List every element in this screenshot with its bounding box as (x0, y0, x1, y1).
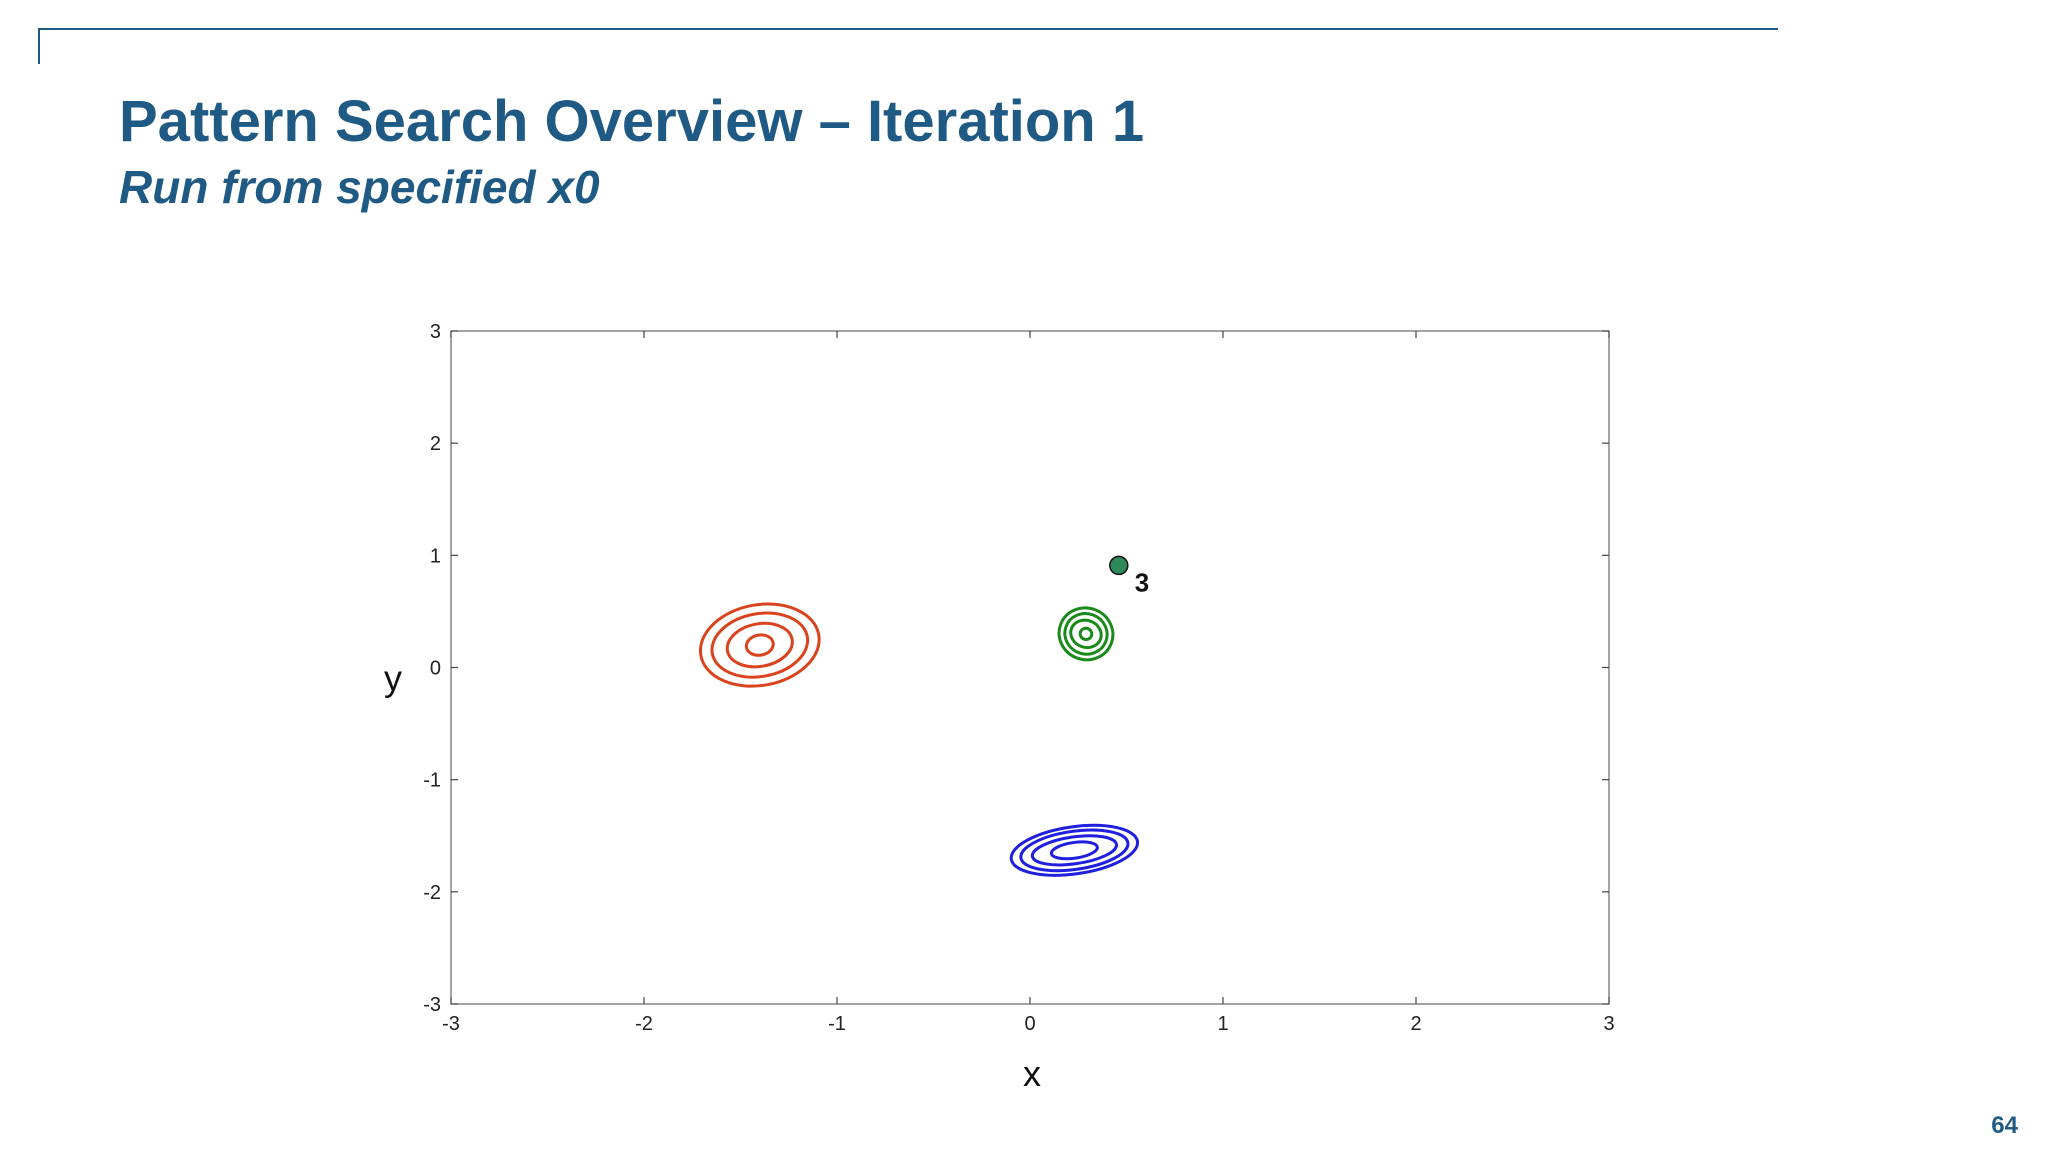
x-tick-label: 3 (1603, 1013, 1614, 1035)
contour-ring (725, 621, 794, 669)
header-rule-tick (38, 28, 40, 64)
slide-subtitle: Run from specified x0 (119, 161, 600, 213)
y-axis-label: y (384, 658, 402, 699)
point-label: 3 (1135, 567, 1149, 597)
y-tick-label: 1 (430, 545, 441, 567)
x-tick-label: 2 (1410, 1013, 1421, 1035)
contour-ring (1069, 618, 1103, 650)
header-rule (38, 28, 1778, 30)
y-tick-label: -3 (423, 994, 441, 1016)
x-tick-label: 1 (1217, 1013, 1228, 1035)
page-number: 64 (1991, 1112, 2018, 1139)
x-tick-label: 0 (1024, 1013, 1035, 1035)
contour-ring (1078, 626, 1094, 641)
contour-ring (1009, 823, 1140, 877)
contour-ring (1063, 612, 1109, 656)
contour-ring (698, 602, 821, 688)
contour-ring (1049, 840, 1099, 861)
contour-ring (744, 633, 775, 657)
contour-ring (1057, 606, 1115, 662)
slide-title: Pattern Search Overview – Iteration 1 (119, 89, 1145, 154)
current-point-marker (1109, 555, 1129, 576)
y-tick-label: 0 (430, 658, 441, 680)
x-axis-label: x (1023, 1053, 1041, 1094)
y-tick-label: -2 (423, 882, 441, 904)
y-tick-label: 2 (430, 433, 441, 455)
contour-ring (1030, 834, 1118, 867)
y-tick-label: 3 (430, 321, 441, 343)
y-tick-label: -1 (423, 770, 441, 792)
contour-ring (1019, 828, 1130, 873)
plot-area-frame (450, 330, 1610, 1005)
x-tick-label: -3 (442, 1013, 460, 1035)
contour-ring (710, 611, 810, 679)
x-tick-label: -1 (828, 1013, 846, 1035)
x-tick-label: -2 (635, 1013, 653, 1035)
